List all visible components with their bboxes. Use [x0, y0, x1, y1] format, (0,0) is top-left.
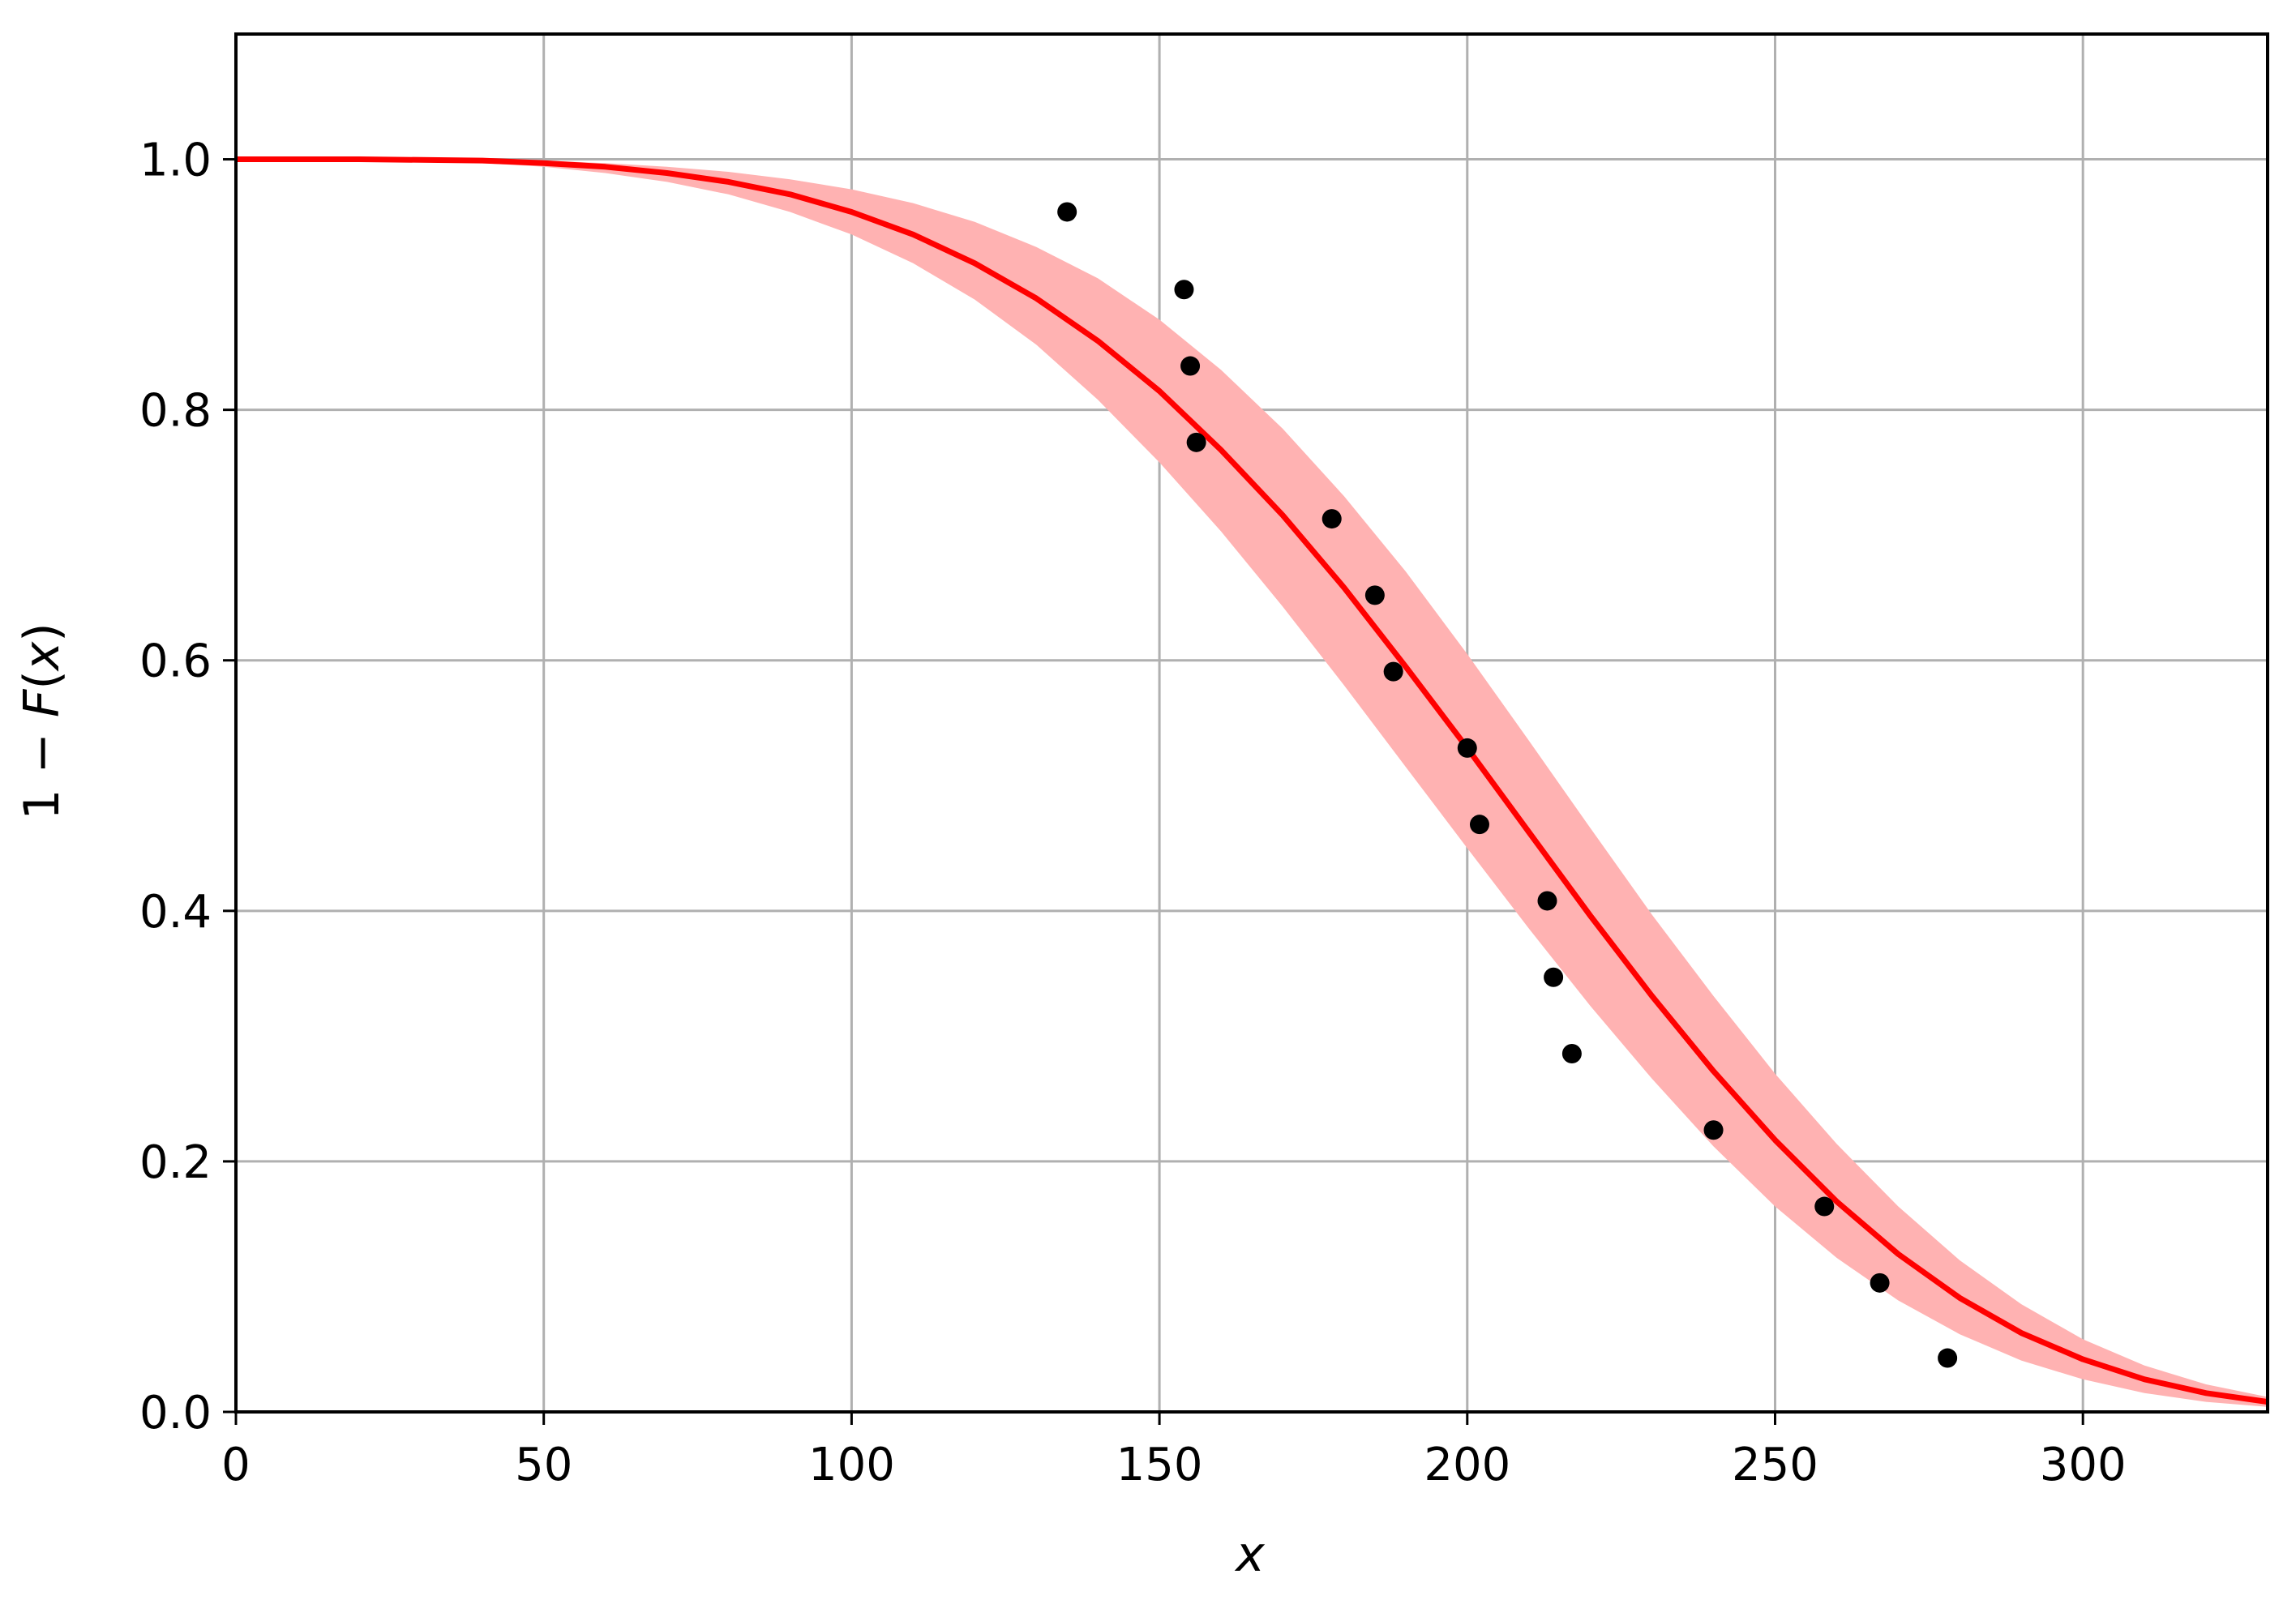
- fitted-curve-layer: [236, 156, 2268, 1405]
- x-tick-label-2: 100: [808, 1439, 895, 1491]
- data-point-1: [1174, 280, 1194, 300]
- data-point-13: [1814, 1196, 1835, 1217]
- data-point-11: [1561, 1044, 1582, 1063]
- confidence-band-layer: [236, 159, 2268, 1407]
- data-point-5: [1364, 585, 1385, 605]
- x-tick-label-4: 200: [1424, 1439, 1510, 1491]
- data-point-10: [1544, 967, 1564, 987]
- data-point-2: [1180, 356, 1201, 376]
- x-tick-label-5: 250: [1732, 1439, 1818, 1491]
- y-tick-label-4: 0.8: [139, 385, 212, 438]
- data-point-14: [1870, 1273, 1890, 1293]
- y-axis-label: 1 − F(x): [14, 622, 71, 819]
- fitted-curve: [236, 156, 2268, 1405]
- y-tick-label-1: 0.2: [139, 1136, 212, 1189]
- data-point-12: [1703, 1120, 1724, 1140]
- data-point-0: [1057, 202, 1077, 222]
- x-axis-label: x: [1234, 1526, 1265, 1583]
- y-label-var: x: [14, 641, 71, 672]
- y-label-func: F: [14, 688, 71, 717]
- axes-frame: [234, 32, 2269, 1414]
- data-point-9: [1537, 891, 1557, 911]
- y-tick-label-3: 0.6: [139, 635, 212, 688]
- x-tick-label-3: 150: [1116, 1439, 1203, 1491]
- data-point-4: [1321, 509, 1342, 529]
- y-tick-label-0: 0.0: [139, 1387, 212, 1439]
- data-point-3: [1186, 432, 1206, 452]
- data-point-6: [1383, 661, 1403, 682]
- y-tick-label-5: 1.0: [139, 135, 212, 187]
- confidence-band: [236, 159, 2268, 1407]
- x-tick-label-1: 50: [515, 1439, 572, 1491]
- y-ticks: 0.0 0.2 0.4 0.6 0.8 1.0: [139, 135, 236, 1439]
- y-label-close: ): [14, 622, 71, 641]
- observations-layer: [1057, 202, 1958, 1368]
- x-ticks: 0 50 100 150 200 250 300: [221, 1412, 2127, 1491]
- y-label-lead: 1 −: [14, 717, 71, 820]
- x-tick-label-6: 300: [2040, 1439, 2127, 1491]
- y-label-open: (: [14, 670, 71, 689]
- data-point-7: [1457, 738, 1477, 758]
- x-tick-label-0: 0: [221, 1439, 251, 1491]
- y-tick-label-2: 0.4: [139, 886, 212, 939]
- data-point-15: [1938, 1348, 1958, 1368]
- data-point-8: [1469, 815, 1489, 835]
- axes: [234, 32, 2269, 1414]
